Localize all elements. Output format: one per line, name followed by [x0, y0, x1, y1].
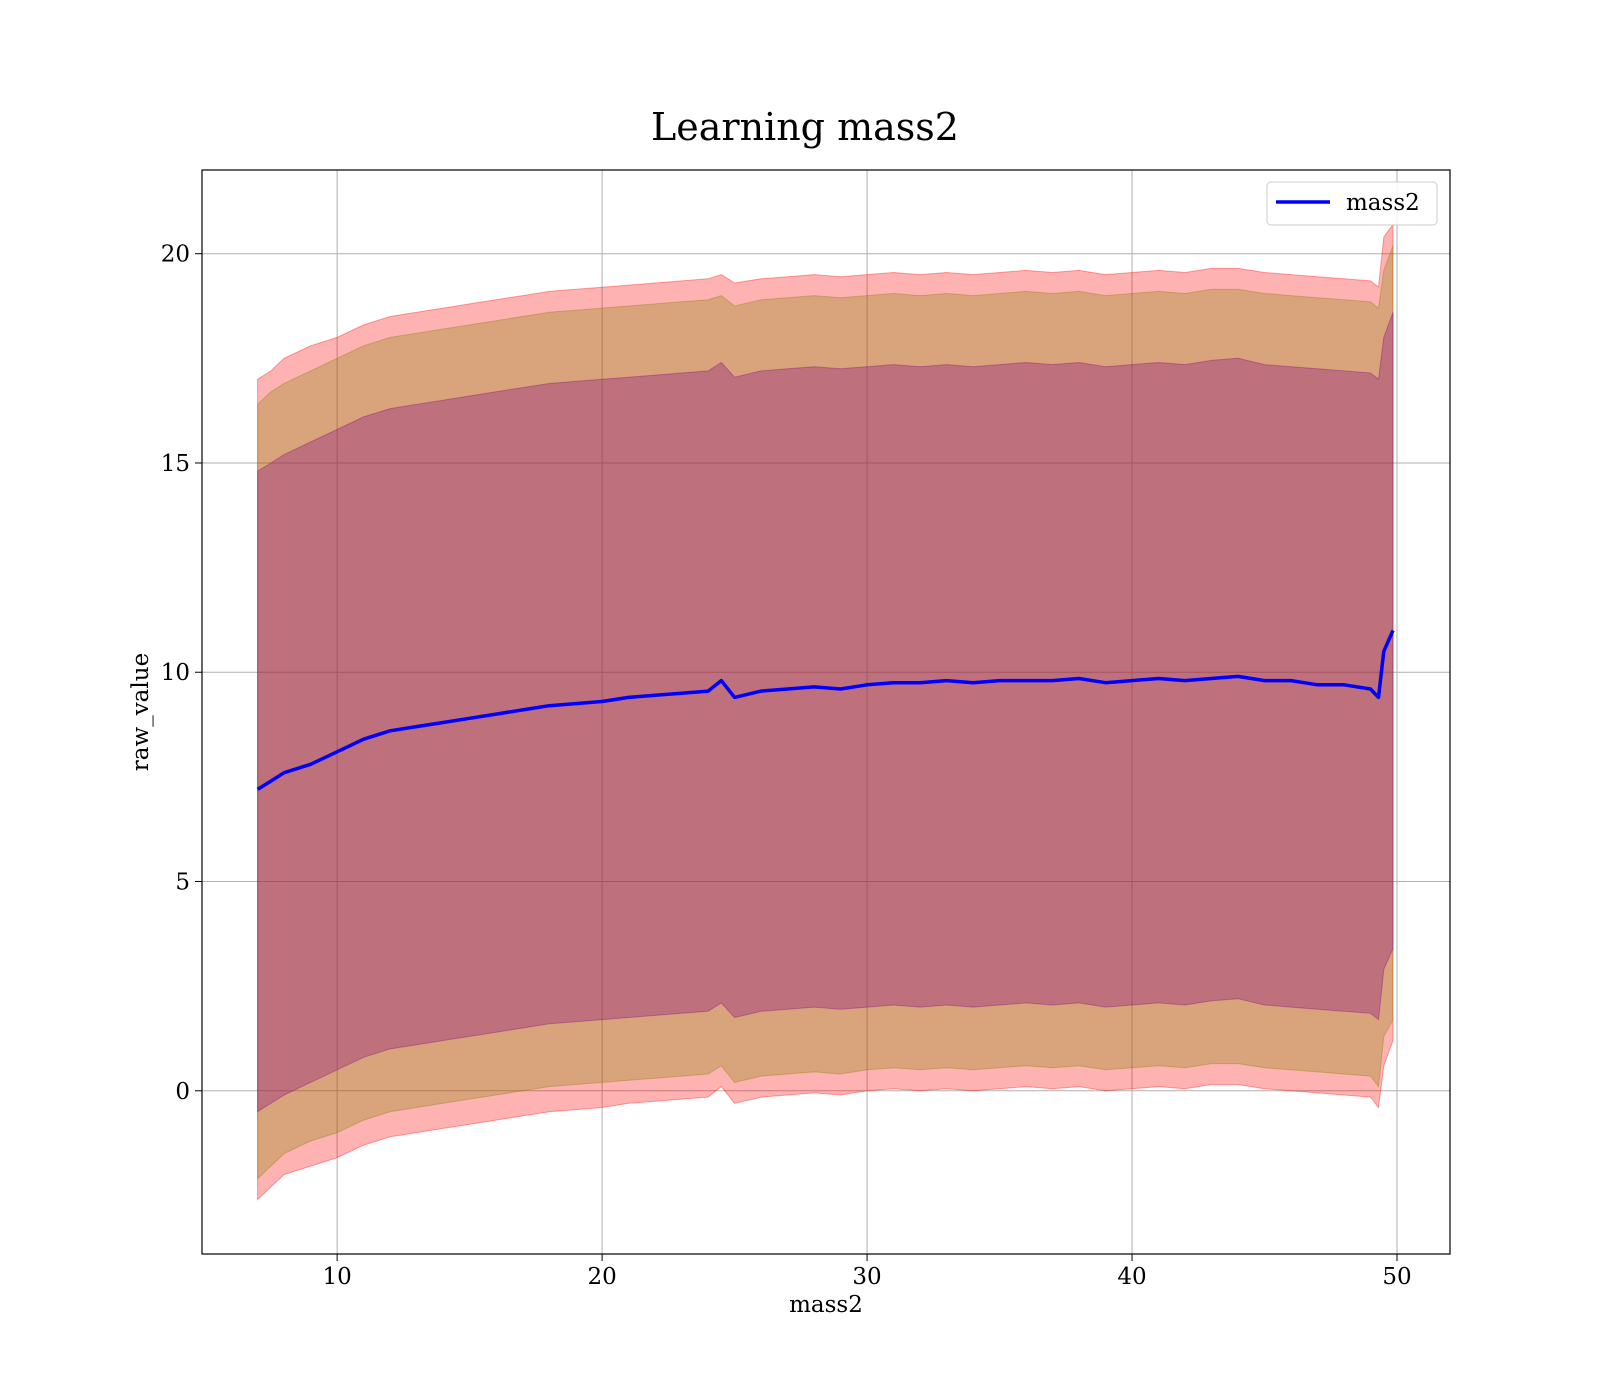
y-tick-label: 15: [161, 451, 190, 477]
x-tick-label: 50: [1382, 1264, 1411, 1290]
grid: [202, 170, 1450, 1254]
x-axis-label: mass2: [789, 1292, 863, 1318]
y-tick-label: 5: [175, 870, 190, 896]
x-tick-label: 40: [1117, 1264, 1146, 1290]
plot-frame: [201, 169, 1451, 1255]
confidence-band: [257, 245, 1394, 1180]
x-tick-label: 10: [322, 1264, 351, 1290]
legend-box: [1266, 181, 1438, 226]
series-lines: [256, 629, 1395, 791]
confidence-band: [257, 222, 1394, 1201]
x-tick-label: 30: [852, 1264, 881, 1290]
series-line-mass2: [256, 629, 1395, 791]
axis-ticks: 10 20 30 40 50 0 5 10 15 20: [161, 242, 1412, 1290]
y-tick-label: 20: [161, 242, 190, 268]
legend-label: mass2: [1346, 190, 1420, 216]
confidence-band: [257, 312, 1394, 1113]
legend: mass2: [1266, 181, 1438, 226]
x-tick-label: 20: [587, 1264, 616, 1290]
chart-title: Learning mass2: [651, 105, 959, 149]
y-tick-label: 10: [161, 660, 190, 686]
y-tick-label: 0: [175, 1079, 190, 1105]
confidence-bands: [257, 222, 1394, 1201]
y-axis-label: raw_value: [128, 653, 154, 771]
